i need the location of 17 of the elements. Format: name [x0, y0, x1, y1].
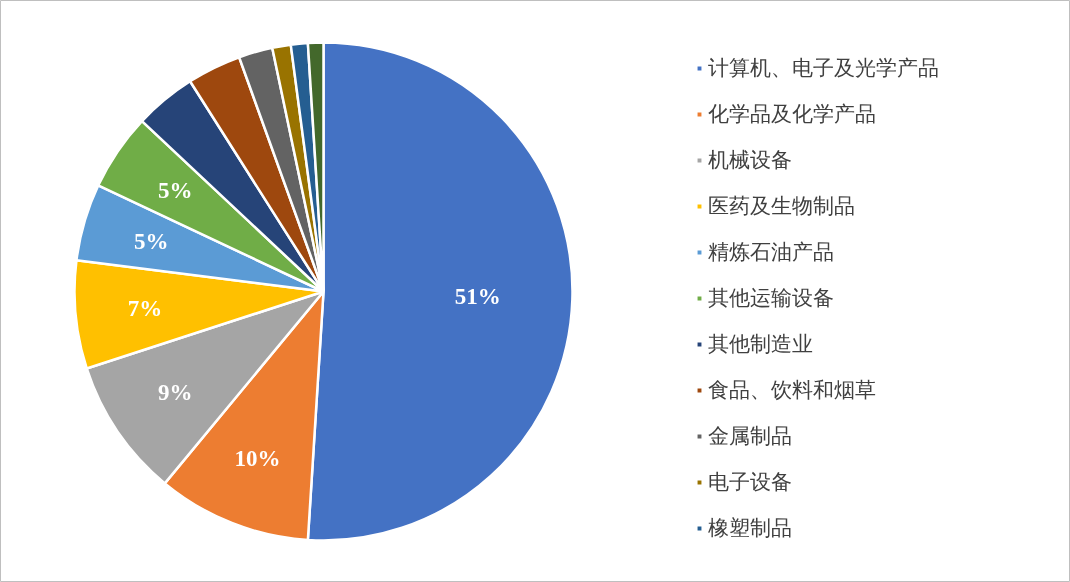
legend-label: 计算机、电子及光学产品 [708, 55, 939, 82]
data-label: 7% [127, 295, 163, 321]
legend-label: 食品、饮料和烟草 [708, 377, 876, 404]
legend-label: 机械设备 [708, 147, 792, 174]
legend-label: 精炼石油产品 [708, 239, 834, 266]
data-label: 10% [234, 445, 281, 471]
data-label: 5% [134, 228, 169, 254]
legend-label: 化学品及化学产品 [708, 101, 876, 128]
legend-label: 电子设备 [708, 469, 792, 496]
legend-label: 其他运输设备 [708, 285, 834, 312]
legend-label: 其他制造业 [708, 331, 813, 358]
legend-label: 医药及生物制品 [708, 193, 855, 220]
data-label: 51% [454, 283, 501, 309]
data-label: 5% [157, 178, 193, 204]
legend-label: 橡塑制品 [708, 515, 792, 542]
legend-label: 金属制品 [708, 423, 792, 450]
data-label: 9% [157, 379, 193, 405]
